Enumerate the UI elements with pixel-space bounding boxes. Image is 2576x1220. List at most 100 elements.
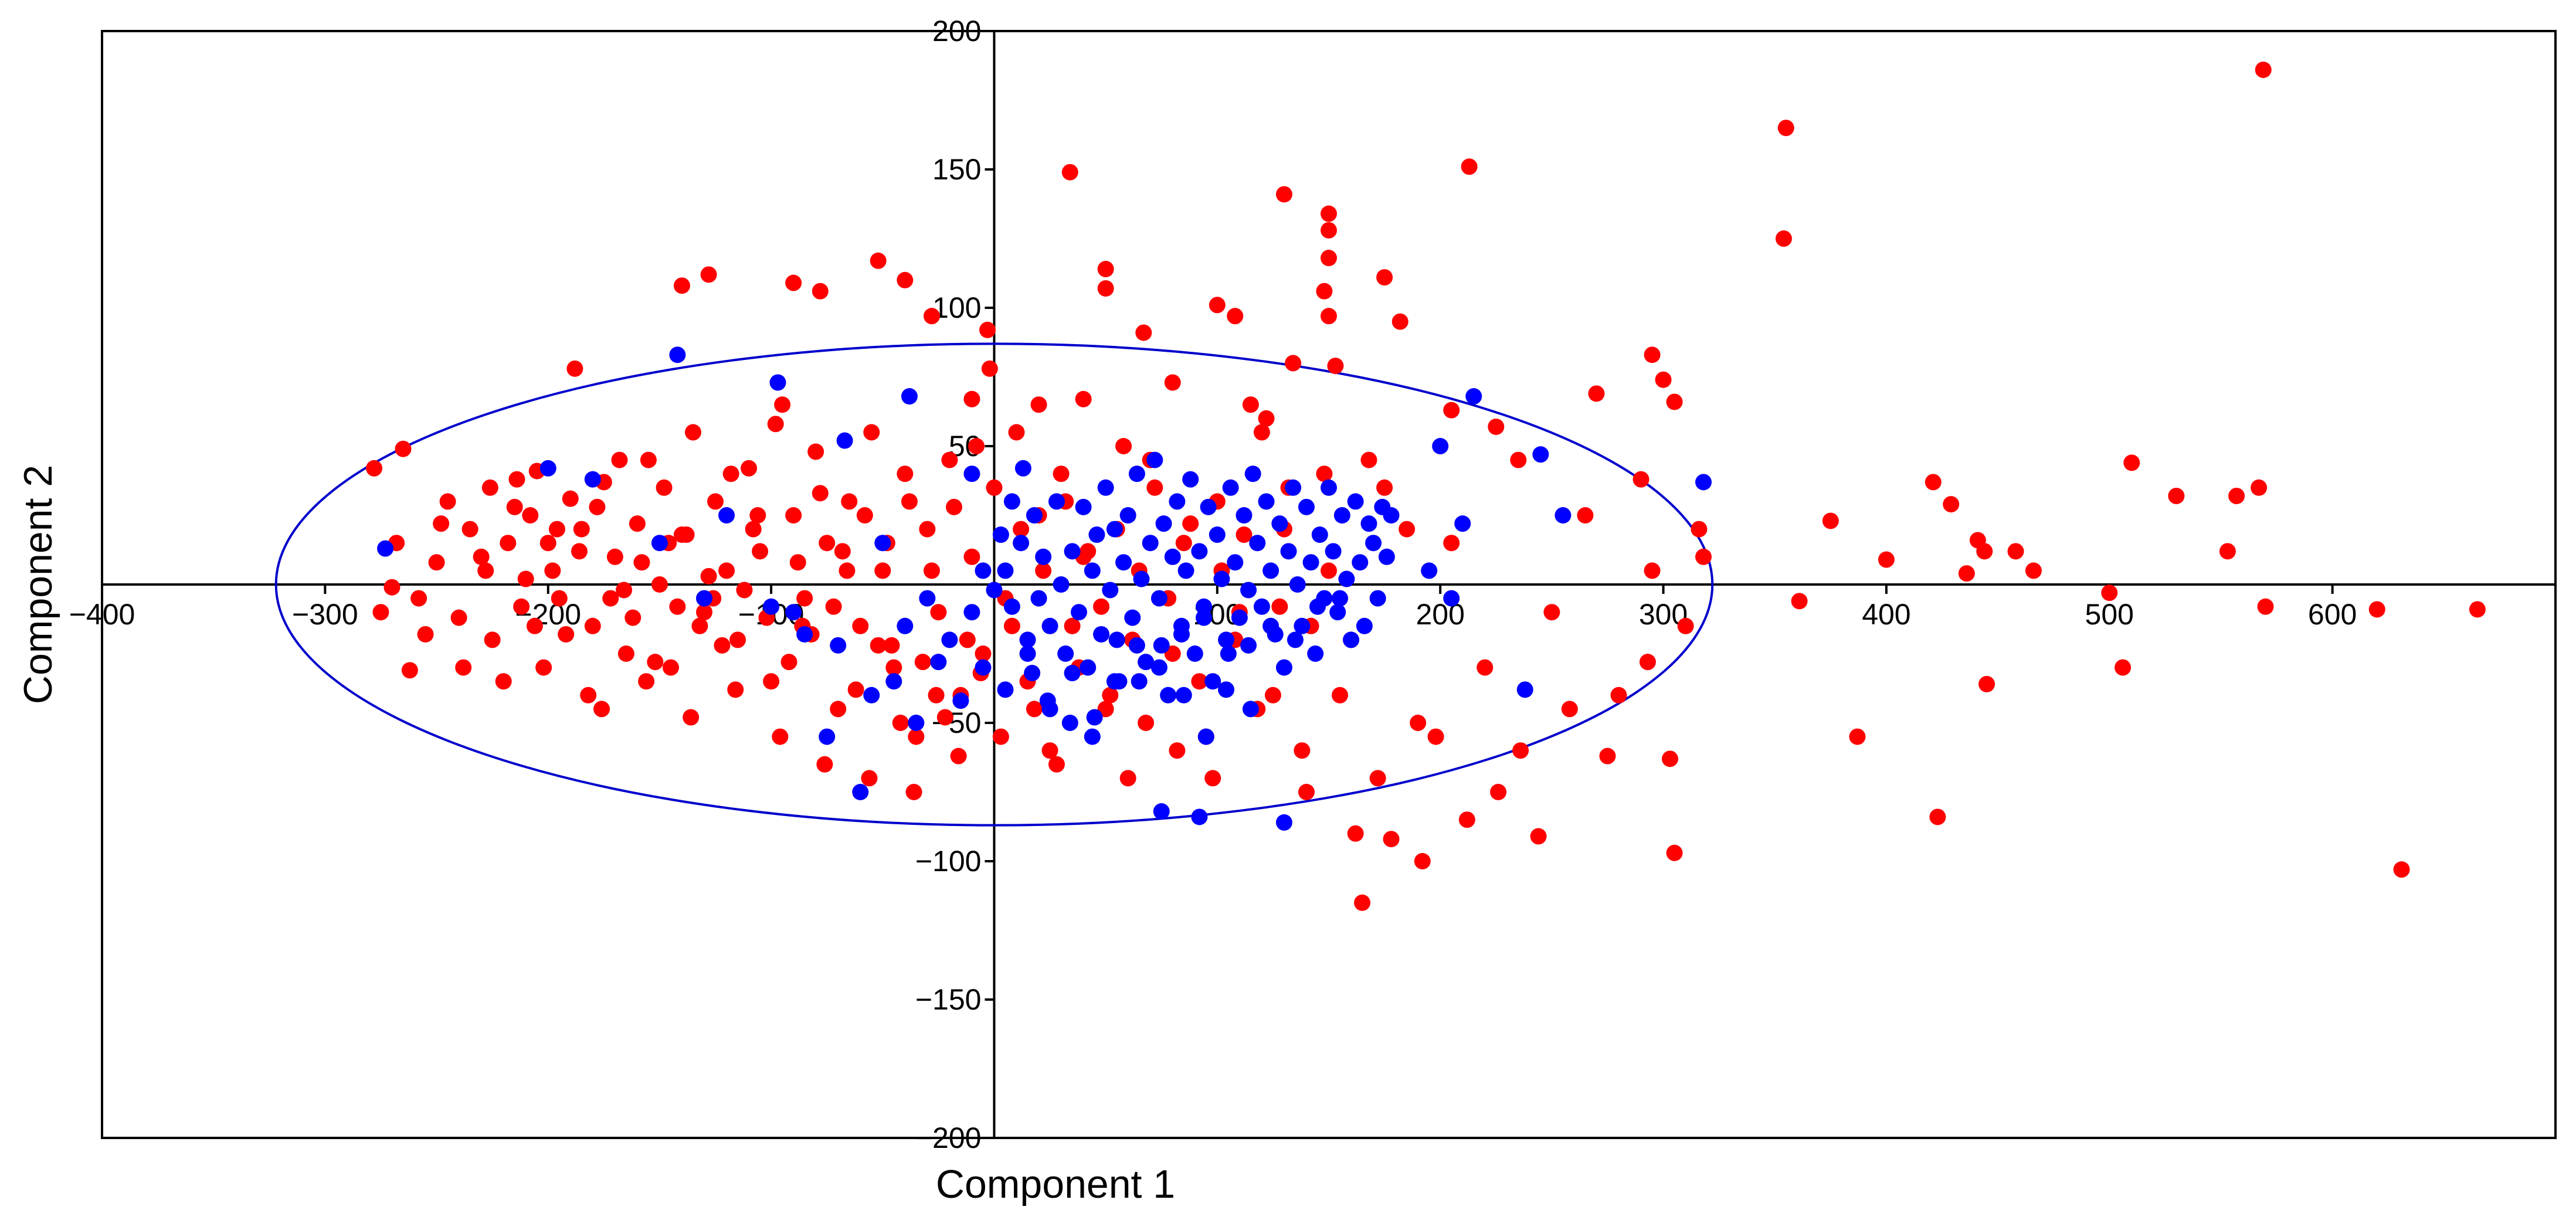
red-data-point [2257, 598, 2274, 615]
red-data-point [780, 654, 797, 671]
red-data-point [484, 631, 501, 648]
red-data-point [1644, 346, 1661, 363]
blue-data-point [1093, 626, 1110, 643]
red-data-point [741, 460, 758, 477]
blue-data-point [1332, 590, 1349, 607]
red-data-point [856, 507, 873, 524]
blue-data-point [1338, 570, 1355, 587]
red-data-point [691, 617, 708, 634]
x-tick-label: 500 [2085, 598, 2134, 631]
red-data-point [1561, 701, 1578, 718]
blue-data-point [1421, 562, 1438, 579]
red-data-point [914, 654, 931, 671]
red-data-point [1138, 715, 1155, 731]
blue-data-point [1019, 631, 1036, 648]
blue-data-point [1360, 515, 1377, 532]
red-data-point [1327, 358, 1344, 375]
blue-data-point [785, 604, 802, 621]
blue-data-point [1102, 582, 1119, 599]
y-tick-label: −200 [915, 1122, 982, 1154]
red-data-point [1777, 120, 1794, 137]
red-data-point [395, 440, 412, 457]
red-data-point [841, 493, 858, 510]
red-data-point [1644, 562, 1661, 579]
blue-data-point [1150, 590, 1167, 607]
blue-data-point [1365, 535, 1382, 552]
red-data-point [1655, 371, 1672, 388]
red-data-point [752, 543, 769, 560]
blue-data-point [975, 659, 992, 676]
red-data-point [616, 582, 633, 599]
confidence-ellipse [274, 342, 1714, 827]
y-tick-label: 150 [932, 153, 981, 186]
blue-data-point [1262, 562, 1279, 579]
red-data-point [923, 562, 940, 579]
blue-data-point [1182, 471, 1199, 488]
blue-data-point [1197, 728, 1214, 745]
red-data-point [477, 562, 494, 579]
red-data-point [923, 308, 940, 325]
red-data-point [830, 701, 847, 718]
red-data-point [1061, 164, 1078, 181]
red-data-point [722, 465, 739, 482]
blue-data-point [1695, 474, 1712, 491]
blue-data-point [1262, 617, 1279, 634]
red-data-point [606, 548, 623, 565]
red-data-point [1639, 654, 1656, 671]
blue-data-point [1124, 609, 1141, 626]
red-data-point [1003, 617, 1020, 634]
blue-data-point [1048, 493, 1065, 510]
red-data-point [548, 521, 565, 538]
red-data-point [638, 673, 655, 690]
red-data-point [1347, 825, 1364, 842]
red-data-point [450, 609, 467, 626]
blue-data-point [897, 617, 914, 634]
blue-data-point [695, 590, 712, 607]
red-data-point [2007, 543, 2024, 560]
red-data-point [678, 526, 695, 543]
red-data-point [1271, 598, 1288, 615]
red-data-point [1410, 715, 1427, 731]
red-data-point [897, 271, 914, 288]
red-data-point [2219, 543, 2236, 560]
red-data-point [1097, 280, 1114, 297]
red-data-point [535, 659, 552, 676]
blue-data-point [1175, 687, 1192, 704]
red-data-point [1488, 418, 1505, 435]
red-data-point [481, 479, 498, 496]
red-data-point [1414, 853, 1431, 869]
blue-data-point [1146, 451, 1163, 468]
blue-data-point [651, 535, 668, 552]
data-points [366, 62, 2486, 911]
red-data-point [566, 360, 583, 377]
red-data-point [1080, 543, 1097, 560]
red-data-point [473, 548, 490, 565]
red-data-point [885, 659, 902, 676]
blue-data-point [1106, 521, 1123, 538]
red-data-point [1175, 535, 1192, 552]
red-data-point [729, 631, 746, 648]
red-data-point [544, 562, 561, 579]
red-data-point [950, 747, 967, 764]
blue-data-point [1191, 543, 1208, 560]
red-data-point [863, 424, 880, 441]
red-data-point [1008, 424, 1025, 441]
blue-data-point [1213, 570, 1230, 587]
blue-data-point [1084, 562, 1101, 579]
blue-data-point [997, 681, 1014, 698]
blue-data-point [1271, 515, 1288, 532]
red-data-point [372, 604, 389, 621]
blue-data-point [1030, 590, 1047, 607]
red-data-point [1258, 410, 1275, 427]
blue-data-point [1240, 582, 1257, 599]
blue-data-point [975, 562, 992, 579]
y-tick-label: −50 [932, 706, 982, 739]
blue-data-point [952, 692, 969, 709]
red-data-point [1929, 808, 1946, 825]
blue-data-point [718, 507, 735, 524]
red-data-point [870, 637, 887, 654]
blue-data-point [1443, 590, 1460, 607]
red-data-point [816, 756, 833, 773]
blue-data-point [1432, 438, 1449, 454]
red-data-point [625, 609, 642, 626]
